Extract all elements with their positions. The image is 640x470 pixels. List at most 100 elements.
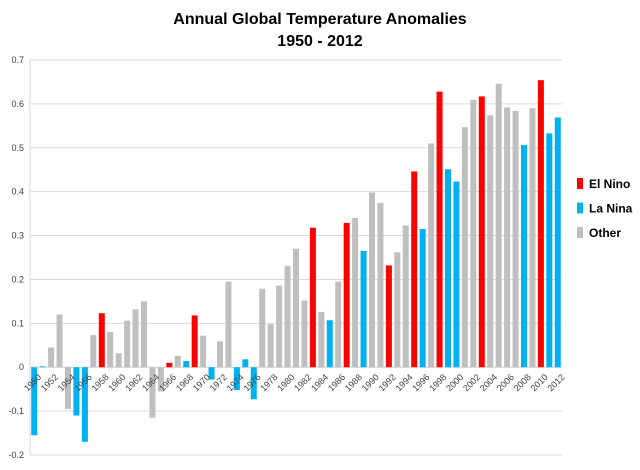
y-tick-label: 0.4 — [11, 187, 24, 197]
bar-1975 — [242, 359, 249, 368]
x-tick-label: 1960 — [106, 372, 127, 393]
legend-label-other: Other — [589, 226, 621, 240]
bar-1988 — [352, 218, 359, 368]
x-tick-label: 1984 — [309, 372, 330, 393]
x-tick-label: 2006 — [495, 372, 516, 393]
bar-1983 — [309, 227, 316, 368]
legend: El Nino La Nina Other — [577, 177, 633, 240]
bar-1995 — [411, 171, 418, 368]
bar-2002 — [470, 99, 477, 368]
bar-1992 — [385, 265, 392, 368]
bar-1960 — [115, 353, 122, 368]
bar-1963 — [141, 301, 147, 368]
x-tick-label: 1962 — [123, 372, 144, 393]
bar-1985 — [326, 320, 333, 368]
x-tick-label: 1996 — [410, 372, 431, 393]
bar-2008 — [521, 145, 527, 368]
x-tick-label: 1988 — [343, 372, 364, 393]
bar-1956 — [81, 367, 88, 442]
bar-1987 — [343, 222, 350, 368]
bar-1990 — [369, 192, 375, 368]
bar-2005 — [495, 83, 502, 368]
legend-swatch-lanina — [577, 202, 583, 214]
bar-1961 — [124, 320, 131, 368]
x-tick-label: 2004 — [478, 372, 499, 393]
bar-1970 — [200, 335, 207, 368]
x-tick-label: 2012 — [545, 372, 566, 393]
bar-2006 — [504, 107, 511, 368]
bar-2004 — [487, 115, 494, 368]
y-tick-label: 0.7 — [11, 55, 24, 65]
legend-label-elnino: El Nino — [589, 177, 630, 191]
bar-1980 — [284, 265, 291, 368]
x-tick-label: 1992 — [377, 372, 398, 393]
y-tick-label: -0.2 — [8, 450, 24, 460]
bar-1954 — [65, 367, 71, 409]
y-tick-label: 0.6 — [11, 99, 24, 109]
y-tick-label: -0.1 — [8, 406, 24, 416]
bar-1953 — [56, 314, 63, 368]
y-tick-label: 0.2 — [11, 274, 24, 284]
x-tick-label: 2000 — [444, 372, 465, 393]
bar-1976 — [250, 367, 257, 400]
bar-1974 — [233, 367, 240, 391]
bar-1984 — [318, 311, 325, 368]
x-tick-label: 1974 — [225, 372, 246, 393]
bar-2001 — [461, 127, 468, 368]
bar-1993 — [394, 252, 401, 368]
bar-1951 — [39, 366, 46, 368]
legend-swatch-other — [577, 227, 583, 238]
x-tick-label: 1968 — [174, 372, 195, 393]
bar-1996 — [419, 228, 426, 368]
y-tick-label: 0 — [19, 362, 24, 372]
bar-1958 — [98, 313, 105, 368]
bar-1955 — [73, 367, 80, 416]
x-tick-label: 1998 — [427, 372, 448, 393]
chart-subtitle: 1950 - 2012 — [277, 33, 363, 50]
bar-2010 — [537, 80, 544, 368]
bar-1978 — [267, 324, 274, 368]
bar-2011 — [546, 133, 553, 368]
y-tick-label: 0.3 — [11, 231, 24, 241]
chart-title: Annual Global Temperature Anomalies — [173, 11, 466, 28]
bar-2000 — [453, 181, 460, 368]
bar-1964 — [149, 367, 156, 418]
x-axis-ticks: 1950195219541956195819601962196419661968… — [22, 372, 567, 393]
bar-1972 — [217, 341, 223, 368]
bar-1952 — [48, 347, 55, 368]
x-tick-label: 1994 — [393, 372, 414, 393]
bar-1998 — [436, 91, 443, 368]
bar-1959 — [107, 332, 114, 368]
bar-1969 — [191, 315, 198, 368]
legend-label-lanina: La Nina — [589, 202, 633, 216]
bar-1966 — [166, 362, 173, 368]
x-tick-label: 2010 — [529, 372, 550, 393]
bar-1968 — [183, 361, 190, 368]
x-tick-label: 1978 — [258, 372, 279, 393]
bar-1989 — [360, 250, 367, 368]
bar-1977 — [259, 288, 266, 368]
x-tick-label: 2008 — [512, 372, 533, 393]
bar-2003 — [478, 96, 485, 368]
x-tick-label: 1958 — [89, 372, 110, 393]
legend-swatch-elnino — [577, 178, 583, 189]
y-tick-label: 0.1 — [11, 318, 24, 328]
bar-1981 — [293, 248, 299, 368]
bar-1965 — [157, 367, 164, 392]
bar-2009 — [529, 108, 536, 368]
bar-1991 — [377, 203, 384, 368]
x-tick-label: 1980 — [275, 372, 296, 393]
bar-1973 — [225, 281, 232, 368]
bar-1994 — [402, 225, 409, 368]
y-axis-ticks: -0.2 -0.1 0 0.1 0.2 0.3 0.4 0.5 0.6 0.7 — [8, 55, 24, 460]
bar-1979 — [276, 285, 283, 368]
x-tick-label: 1990 — [360, 372, 381, 393]
x-tick-label: 2002 — [461, 372, 482, 393]
x-tick-label: 1982 — [292, 372, 313, 393]
bar-1962 — [132, 309, 139, 368]
bar-1971 — [208, 367, 215, 380]
bar-2007 — [512, 110, 519, 368]
y-tick-label: 0.5 — [11, 143, 24, 153]
bar-1986 — [335, 281, 342, 368]
